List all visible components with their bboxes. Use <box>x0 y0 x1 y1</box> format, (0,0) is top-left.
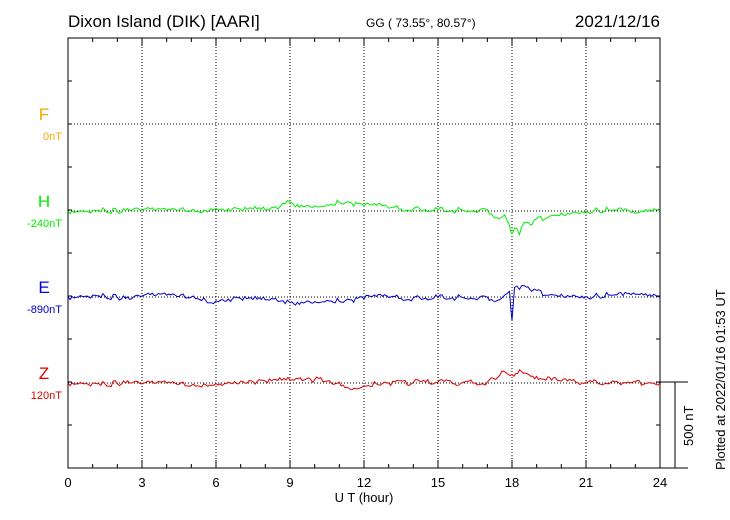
x-tick-label: 15 <box>431 475 445 490</box>
series-line-e <box>67 284 661 321</box>
series-lines <box>67 199 661 391</box>
x-tick-label: 12 <box>357 475 371 490</box>
scale-bar: 500 nT <box>660 381 696 469</box>
series-name-f: F <box>39 105 49 124</box>
plot-date: 2021/12/16 <box>575 12 660 31</box>
scale-bar-label: 500 nT <box>681 405 696 446</box>
series-name-z: Z <box>39 364 49 383</box>
x-tick-label: 0 <box>64 475 71 490</box>
x-tick-label: 24 <box>653 475 667 490</box>
series-name-h: H <box>38 192 50 211</box>
x-tick-label: 6 <box>212 475 219 490</box>
series-line-z <box>67 369 661 391</box>
series-line-h <box>67 199 661 237</box>
series-offset-h: -240nT <box>27 218 62 230</box>
x-axis-label: U T (hour) <box>335 490 394 505</box>
series-name-e: E <box>38 278 49 297</box>
series-offset-f: 0nT <box>43 131 62 143</box>
x-tick-label: 21 <box>579 475 593 490</box>
station-title: Dixon Island (DIK) [AARI] <box>68 12 260 31</box>
axis-ticks: 0 3 6 9 12 15 18 21 24 <box>64 37 667 490</box>
series-offset-e: -890nT <box>27 304 62 316</box>
series-offset-z: 120nT <box>31 390 62 402</box>
plotted-note: Plotted at 2022/01/16 01:53 UT <box>713 289 728 470</box>
geographic-coords: GG ( 73.55°, 80.57°) <box>366 16 476 30</box>
x-tick-label: 18 <box>505 475 519 490</box>
plot-frame <box>67 37 661 469</box>
grid <box>68 38 660 468</box>
x-tick-label: 9 <box>286 475 293 490</box>
x-tick-label: 3 <box>138 475 145 490</box>
series-labels: F 0nT H -240nT E -890nT Z 120nT <box>27 105 62 402</box>
